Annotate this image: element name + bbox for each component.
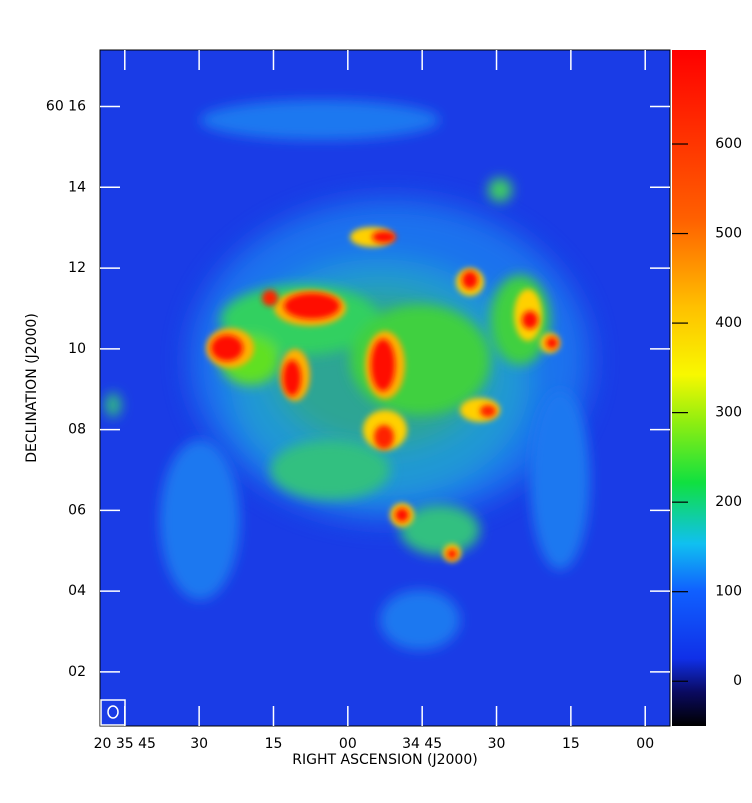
x-tick-label: 15 xyxy=(265,736,283,752)
colorbar-tick-label: 100 xyxy=(715,584,742,600)
x-tick-label: 00 xyxy=(339,736,357,752)
y-tick-label: 08 xyxy=(68,422,86,438)
colorbar-tick-label: 400 xyxy=(715,315,742,331)
colorbar-tick-label: 0 xyxy=(733,673,742,689)
beam xyxy=(100,699,126,726)
x-tick-label: 00 xyxy=(636,736,654,752)
colorbar-tick-label: 300 xyxy=(715,405,742,421)
y-axis-label: DECLINATION (J2000) xyxy=(24,313,40,463)
x-tick-label: 30 xyxy=(190,736,208,752)
y-tick-label: 04 xyxy=(68,583,86,599)
x-axis-label: RIGHT ASCENSION (J2000) xyxy=(292,752,477,768)
y-tick-label: 06 xyxy=(68,502,86,518)
frame xyxy=(99,49,671,727)
x-tick-label: 20 35 45 xyxy=(94,736,156,752)
colorbar-tick-label: 200 xyxy=(715,494,742,510)
y-tick-label: 14 xyxy=(68,179,86,195)
y-tick-label: 12 xyxy=(68,260,86,276)
x-tick-label: 34 45 xyxy=(402,736,442,752)
x-tick-label: 15 xyxy=(562,736,580,752)
colorbar-tick-label: 600 xyxy=(715,136,742,152)
x-tick-label: 30 xyxy=(488,736,506,752)
y-tick-label: 10 xyxy=(68,341,86,357)
colorbar xyxy=(672,50,706,726)
galaxy-image xyxy=(100,50,670,726)
y-tick-label: 60 16 xyxy=(46,99,86,115)
colorbar-tick-label: 500 xyxy=(715,226,742,242)
y-tick-label: 02 xyxy=(68,664,86,680)
